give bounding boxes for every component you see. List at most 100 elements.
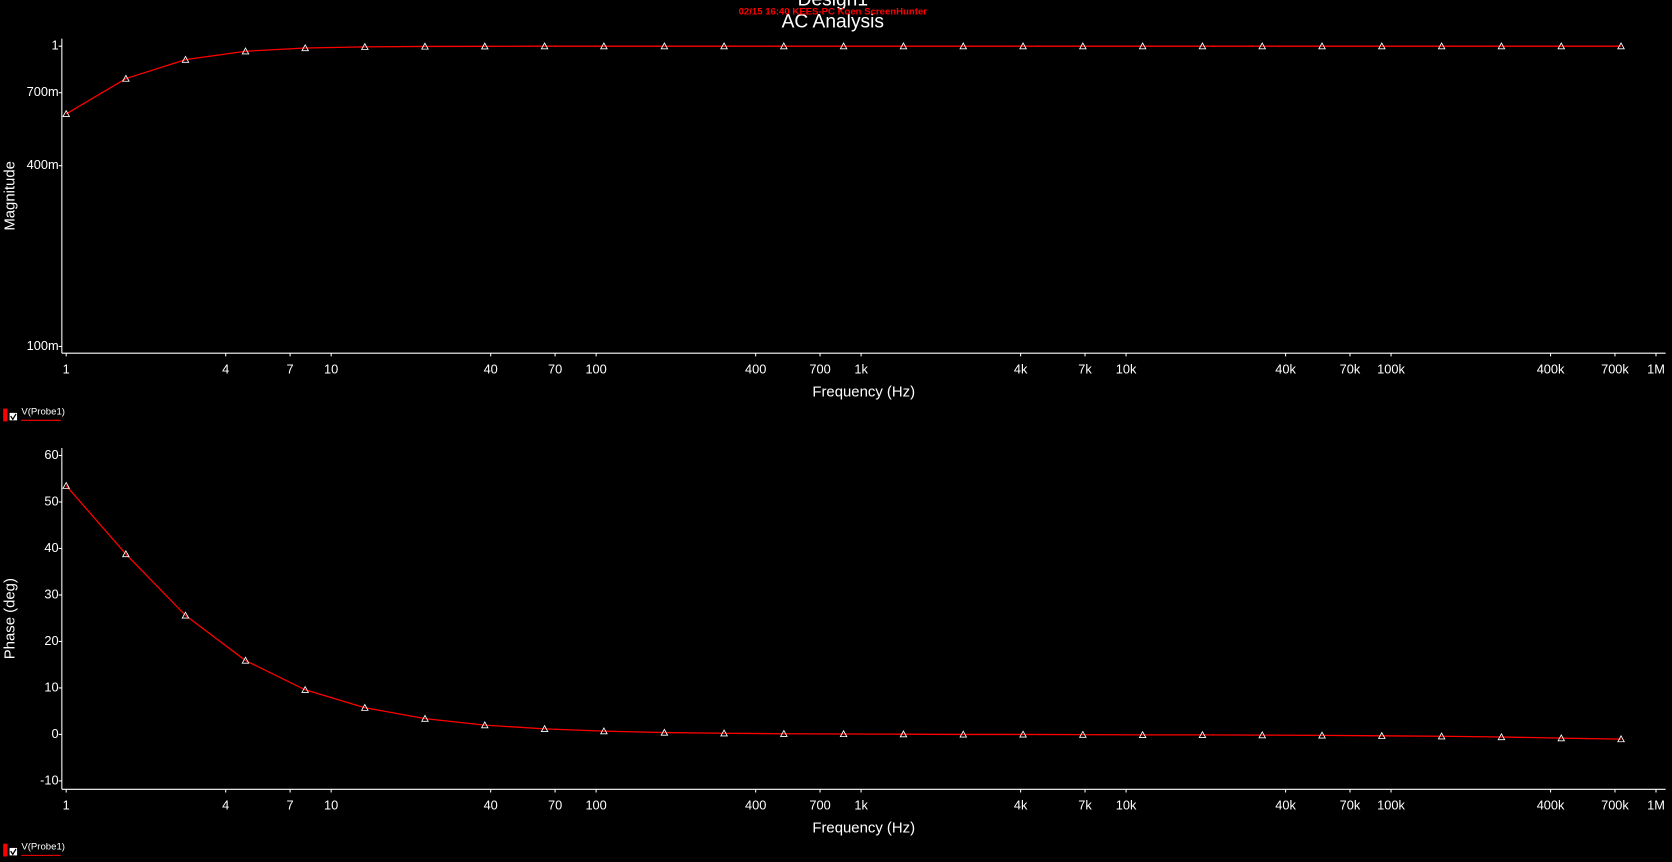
legend-flag xyxy=(3,843,8,857)
x-tick-label: 7k xyxy=(1078,798,1092,813)
data-marker xyxy=(959,42,968,50)
legend-checkbox xyxy=(9,412,18,421)
x-tick-label: 100k xyxy=(1377,362,1405,377)
data-marker xyxy=(1258,731,1267,739)
data-marker xyxy=(899,42,908,50)
data-marker xyxy=(1377,42,1386,50)
data-marker xyxy=(599,42,608,50)
data-marker xyxy=(360,42,369,50)
data-marker xyxy=(421,714,429,722)
x-tick-label: 10k xyxy=(1116,362,1137,377)
data-marker xyxy=(301,43,310,52)
data-marker xyxy=(1198,730,1207,738)
x-tick-label: 700 xyxy=(809,798,830,813)
x-tick-label: 100 xyxy=(585,362,606,377)
y-tick-label: 40 xyxy=(44,540,58,555)
data-marker xyxy=(1557,734,1566,742)
data-marker xyxy=(1437,42,1446,50)
data-marker xyxy=(181,611,190,619)
data-marker xyxy=(1138,42,1147,50)
x-tick-label: 40k xyxy=(1275,798,1296,813)
data-marker xyxy=(959,730,968,738)
x-tick-label: 100k xyxy=(1377,798,1405,813)
x-tick-label: 70k xyxy=(1340,798,1361,813)
y-tick-label: 1 xyxy=(52,38,59,53)
data-marker xyxy=(540,42,549,50)
y-tick-label: 20 xyxy=(44,633,58,648)
y-tick-label: 0 xyxy=(52,726,59,741)
x-tick-label: 40 xyxy=(484,362,498,377)
data-marker xyxy=(1557,42,1566,50)
data-marker xyxy=(360,703,369,711)
y-tick-label: 30 xyxy=(44,586,58,601)
data-marker xyxy=(1497,42,1506,50)
chart-title: Design1 xyxy=(798,0,868,10)
legend-check xyxy=(10,413,17,421)
data-marker xyxy=(1318,731,1326,739)
data-marker xyxy=(1258,42,1267,50)
data-marker xyxy=(181,55,190,63)
series-line xyxy=(65,485,1622,740)
x-tick-label: 4k xyxy=(1014,798,1028,813)
x-tick-label: 40 xyxy=(484,798,498,813)
data-marker xyxy=(121,74,130,82)
x-tick-label: 100 xyxy=(585,798,606,813)
data-marker xyxy=(1078,42,1087,50)
x-tick-label: 7 xyxy=(287,362,294,377)
legend-label: V(Probe1) xyxy=(21,841,65,852)
x-tick-label: 400 xyxy=(745,798,766,813)
data-marker xyxy=(839,42,848,50)
y-tick-label: 60 xyxy=(44,447,58,462)
data-marker xyxy=(720,729,728,737)
x-tick-label: 1k xyxy=(854,362,868,377)
data-marker xyxy=(1019,730,1027,738)
data-marker xyxy=(1377,731,1386,739)
x-tick-label: 700 xyxy=(809,362,830,377)
legend-check xyxy=(10,848,17,856)
data-marker xyxy=(660,42,669,50)
x-tick-label: 1k xyxy=(854,798,868,813)
legend-checkbox xyxy=(9,847,18,856)
data-marker xyxy=(62,481,71,489)
x-tick-label: 70k xyxy=(1340,362,1361,377)
data-marker xyxy=(1497,732,1506,741)
data-marker xyxy=(1617,42,1625,50)
data-marker xyxy=(241,656,250,664)
x-tick-label: 7 xyxy=(287,798,294,813)
chart-subtitle: AC Analysis xyxy=(782,12,884,33)
data-marker xyxy=(480,42,489,50)
x-tick-label: 4k xyxy=(1014,362,1028,377)
x-tick-label: 10 xyxy=(324,798,338,813)
x-tick-label: 4 xyxy=(222,362,229,377)
data-marker xyxy=(1437,732,1446,740)
data-marker xyxy=(1019,42,1027,50)
x-tick-label: 1 xyxy=(63,798,70,813)
x-tick-label: 1M xyxy=(1647,798,1665,813)
x-tick-label: 70 xyxy=(548,798,562,813)
x-tick-label: 700k xyxy=(1601,362,1629,377)
y-tick-label: 10 xyxy=(44,679,58,694)
x-tick-label: 400k xyxy=(1537,798,1565,813)
data-marker xyxy=(421,42,429,50)
stamp: 02/15 16:40 KEES-PC Koen ScreenHunter xyxy=(739,6,928,17)
data-marker xyxy=(1617,734,1625,743)
data-marker xyxy=(1318,42,1326,50)
y-axis-label: Phase (deg) xyxy=(2,578,19,659)
data-marker xyxy=(660,728,669,736)
legend-flag xyxy=(3,408,8,422)
data-marker xyxy=(839,729,848,738)
data-marker xyxy=(480,721,489,729)
data-marker xyxy=(1138,730,1147,738)
x-tick-label: 400k xyxy=(1537,362,1565,377)
data-marker xyxy=(599,727,608,735)
data-marker xyxy=(301,685,310,693)
y-axis-label: Magnitude xyxy=(2,161,19,231)
x-tick-label: 10 xyxy=(324,362,338,377)
x-tick-label: 400 xyxy=(745,362,766,377)
y-tick-label: -10 xyxy=(40,772,58,787)
x-tick-label: 70 xyxy=(548,362,562,377)
data-marker xyxy=(121,549,130,558)
y-tick-label: 700m xyxy=(27,84,59,99)
